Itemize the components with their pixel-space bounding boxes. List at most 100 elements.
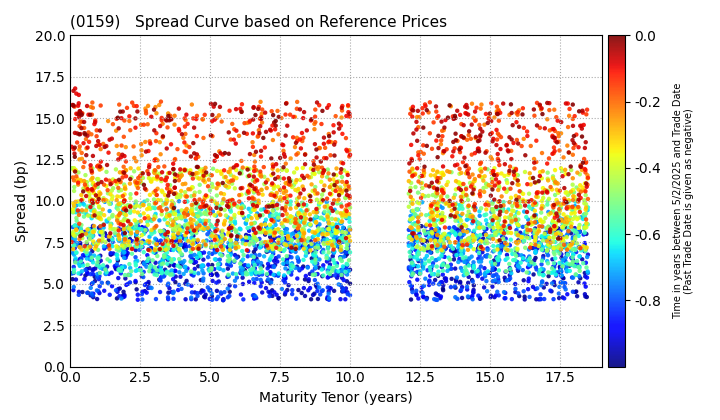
Point: [289, 242, 301, 249]
Point: [218, 220, 230, 226]
Point: [332, 216, 343, 223]
Point: [186, 239, 197, 246]
Point: [403, 203, 415, 210]
Point: [406, 215, 418, 222]
Point: [579, 224, 590, 231]
Point: [495, 146, 506, 152]
Point: [432, 242, 444, 249]
Point: [143, 215, 154, 221]
Point: [466, 151, 477, 158]
Point: [249, 178, 261, 185]
Point: [580, 206, 591, 213]
Point: [563, 244, 575, 251]
Point: [123, 271, 135, 278]
Point: [129, 225, 140, 232]
Point: [158, 227, 170, 234]
Point: [182, 121, 194, 127]
Point: [555, 165, 567, 172]
Point: [73, 224, 84, 231]
Point: [567, 259, 579, 265]
Point: [433, 281, 445, 288]
Point: [276, 205, 288, 212]
Point: [252, 258, 264, 265]
Point: [244, 266, 256, 273]
Point: [282, 255, 293, 262]
Point: [179, 263, 191, 270]
Point: [305, 198, 316, 205]
Point: [406, 236, 418, 243]
Point: [579, 211, 590, 218]
Point: [207, 231, 218, 237]
Point: [310, 190, 321, 197]
Point: [67, 230, 78, 237]
Point: [279, 195, 290, 202]
Point: [168, 233, 180, 239]
Point: [74, 256, 86, 262]
Point: [279, 274, 290, 281]
Point: [132, 108, 143, 115]
Point: [162, 237, 174, 244]
Point: [459, 240, 470, 247]
Point: [323, 284, 335, 291]
Point: [451, 209, 463, 216]
Point: [556, 238, 567, 244]
Point: [142, 218, 153, 225]
Point: [191, 170, 202, 176]
Point: [341, 245, 353, 252]
Point: [497, 233, 508, 239]
Point: [211, 296, 222, 302]
Point: [184, 170, 196, 176]
Point: [309, 187, 320, 194]
Point: [323, 288, 335, 295]
Point: [174, 173, 186, 180]
Point: [493, 217, 505, 223]
Point: [337, 131, 348, 137]
Point: [212, 247, 223, 253]
Point: [285, 271, 297, 278]
Point: [564, 261, 575, 268]
Point: [582, 204, 594, 211]
Point: [505, 185, 516, 192]
Point: [336, 105, 348, 111]
Point: [439, 246, 451, 252]
Point: [336, 218, 348, 225]
Point: [451, 274, 463, 281]
Point: [92, 194, 104, 201]
Point: [84, 191, 95, 198]
Point: [412, 256, 423, 262]
Point: [531, 190, 543, 197]
Point: [241, 165, 253, 171]
Point: [201, 237, 212, 244]
Point: [404, 279, 415, 286]
Point: [194, 226, 206, 232]
Point: [554, 269, 565, 276]
Point: [119, 291, 130, 298]
Point: [482, 233, 494, 240]
Point: [531, 200, 542, 207]
Point: [510, 252, 522, 259]
Point: [564, 190, 575, 197]
Point: [163, 285, 175, 291]
Point: [168, 204, 180, 210]
Point: [274, 211, 286, 218]
Point: [437, 248, 449, 255]
Point: [273, 295, 284, 302]
Point: [433, 226, 445, 233]
Point: [212, 265, 224, 271]
Point: [255, 153, 266, 160]
Point: [549, 180, 561, 187]
Point: [135, 173, 146, 179]
Point: [281, 167, 292, 174]
Point: [133, 241, 145, 248]
Point: [91, 192, 102, 199]
Point: [567, 234, 579, 241]
Point: [338, 225, 350, 231]
Point: [81, 269, 93, 276]
Point: [423, 234, 435, 241]
Point: [67, 208, 78, 215]
Point: [300, 151, 311, 158]
Point: [238, 203, 249, 210]
Point: [344, 292, 356, 299]
Point: [279, 218, 290, 224]
Point: [81, 207, 92, 214]
